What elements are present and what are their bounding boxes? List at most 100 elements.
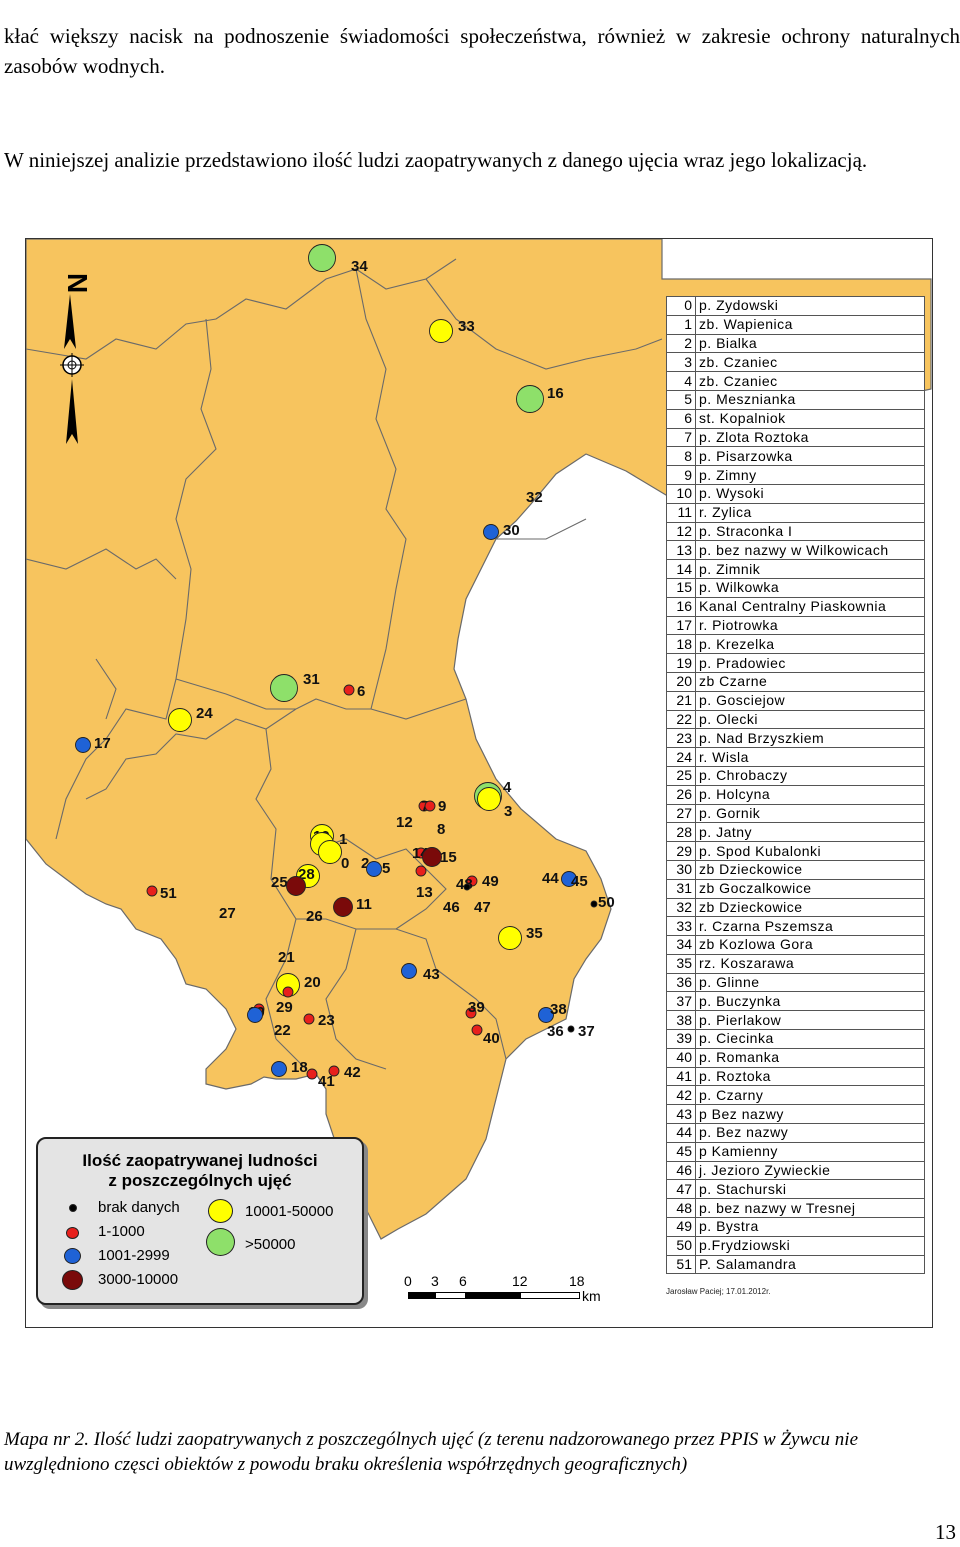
intake-number: 37 (666, 991, 696, 1012)
intake-name: p. Pierlakow (695, 1010, 925, 1031)
legend-dot-no-data (69, 1204, 77, 1212)
intake-row: 36 p. Glinne (666, 972, 925, 993)
intake-marker (466, 875, 478, 887)
north-arrow: N (60, 273, 93, 444)
intake-row: 13 p. bez nazwy w Wilkowicach (666, 540, 925, 561)
intake-row: 16 Kanal Centralny Piaskownia (666, 596, 925, 617)
intake-number: 1 (666, 314, 696, 335)
legend-label-3000-10000: 3000-10000 (98, 1271, 179, 1288)
intake-marker-label: 11 (356, 896, 372, 913)
intake-marker-label: 3 (504, 803, 512, 820)
intake-name: p.Frydziowski (695, 1235, 925, 1256)
intake-number: 18 (666, 634, 696, 655)
intake-name: p. bez nazwy w Tresnej (695, 1198, 925, 1219)
intake-marker-label: 23 (318, 1012, 335, 1029)
intake-row: 25 p. Chrobaczy (666, 765, 925, 786)
intake-number: 11 (666, 502, 696, 523)
intake-row: 28 p. Jatny (666, 822, 925, 843)
intake-marker-label: 33 (458, 318, 475, 335)
intake-name: r. Piotrowka (695, 615, 925, 636)
intake-number: 42 (666, 1085, 696, 1106)
intake-row: 26 p. Holcyna (666, 784, 925, 805)
intake-marker-label: 25 (271, 874, 288, 891)
analysis-paragraph: W niniejszej analizie przedstawiono iloś… (4, 148, 868, 172)
intake-number: 9 (666, 465, 696, 485)
intake-number: 5 (666, 389, 696, 410)
intake-row: 14 p. Zimnik (666, 559, 925, 579)
intake-row: 8 p. Pisarzowka (666, 446, 925, 467)
intake-number: 15 (666, 577, 696, 598)
intake-number: 44 (666, 1123, 696, 1143)
intake-number: 6 (666, 408, 696, 429)
intake-number: 51 (666, 1254, 696, 1275)
intake-name: p. Spod Kubalonki (695, 841, 925, 861)
intake-name: p. Krezelka (695, 634, 925, 655)
intake-marker (75, 737, 91, 753)
intake-row: 49 p. Bystra (666, 1217, 925, 1237)
intake-number: 2 (666, 333, 696, 354)
intake-name: p. bez nazwy w Wilkowicach (695, 540, 925, 561)
intake-number: 0 (666, 296, 696, 316)
north-letter: N (62, 273, 93, 293)
intake-marker (271, 1061, 287, 1077)
intake-number: 26 (666, 784, 696, 805)
legend-label-1-1000: 1-1000 (98, 1223, 145, 1240)
intake-row: 31 zb Goczalkowice (666, 878, 925, 899)
intake-marker (282, 986, 294, 998)
intake-marker-label: 32 (526, 489, 543, 506)
intake-row: 21 p. Gosciejow (666, 690, 925, 711)
intake-marker-label: 24 (196, 705, 213, 722)
intake-name: zb Czarne (695, 671, 925, 692)
intake-row: 9 p. Zimny (666, 465, 925, 485)
district-borders (26, 258, 663, 1070)
intake-row: 1 zb. Wapienica (666, 314, 925, 335)
scale-tick-3: 3 (431, 1273, 439, 1289)
intake-number: 24 (666, 747, 696, 767)
intake-marker (498, 926, 522, 950)
intake-number: 47 (666, 1179, 696, 1200)
intake-number: 50 (666, 1235, 696, 1256)
page-number: 13 (935, 1520, 956, 1544)
intake-marker (415, 865, 427, 877)
intake-name: p. Nad Brzyszkiem (695, 728, 925, 749)
intake-number: 4 (666, 371, 696, 391)
intake-row: 43 p Bez nazwy (666, 1104, 925, 1125)
intake-name: p. Buczynka (695, 991, 925, 1012)
intake-number: 46 (666, 1160, 696, 1181)
intake-marker (561, 871, 577, 887)
intake-marker-label: 40 (483, 1030, 500, 1047)
intake-name: p. Jatny (695, 822, 925, 843)
intake-row: 32 zb Dzieckowice (666, 897, 925, 918)
intake-row: 45 p Kamienny (666, 1141, 925, 1162)
legend-dot-10001-50000 (208, 1199, 233, 1223)
intake-row: 11 r. Zylica (666, 502, 925, 523)
intake-number: 16 (666, 596, 696, 617)
intake-number: 13 (666, 540, 696, 561)
intake-marker (401, 963, 417, 979)
intake-name: zb Dzieckowice (695, 859, 925, 880)
intake-name: Kanal Centralny Piaskownia (695, 596, 925, 617)
intake-row: 47 p. Stachurski (666, 1179, 925, 1200)
intake-name: p. Olecki (695, 709, 925, 730)
intake-marker-label: 1 (339, 831, 347, 848)
intake-marker-label: 4 (503, 779, 512, 796)
intake-marker-label: 16 (547, 385, 564, 402)
intake-number: 29 (666, 841, 696, 861)
intake-row: 30 zb Dzieckowice (666, 859, 925, 880)
intake-marker-label: 36 (547, 1023, 564, 1040)
intake-marker-label: 35 (526, 925, 543, 942)
intake-marker (146, 885, 158, 897)
scale-tick-0: 0 (404, 1273, 412, 1289)
intake-name: p. Stachurski (695, 1179, 925, 1200)
intake-row: 42 p. Czarny (666, 1085, 925, 1106)
intake-number: 28 (666, 822, 696, 843)
legend-label-no-data: brak danych (98, 1199, 180, 1216)
intake-marker (247, 1007, 263, 1023)
intake-marker (483, 524, 499, 540)
intake-marker-label: 43 (423, 966, 440, 983)
intake-number: 10 (666, 483, 696, 504)
intake-marker-label: 44 (542, 870, 559, 887)
intake-marker-label: 2 (361, 855, 369, 872)
intake-marker (590, 900, 598, 908)
intake-row: 17 r. Piotrowka (666, 615, 925, 636)
